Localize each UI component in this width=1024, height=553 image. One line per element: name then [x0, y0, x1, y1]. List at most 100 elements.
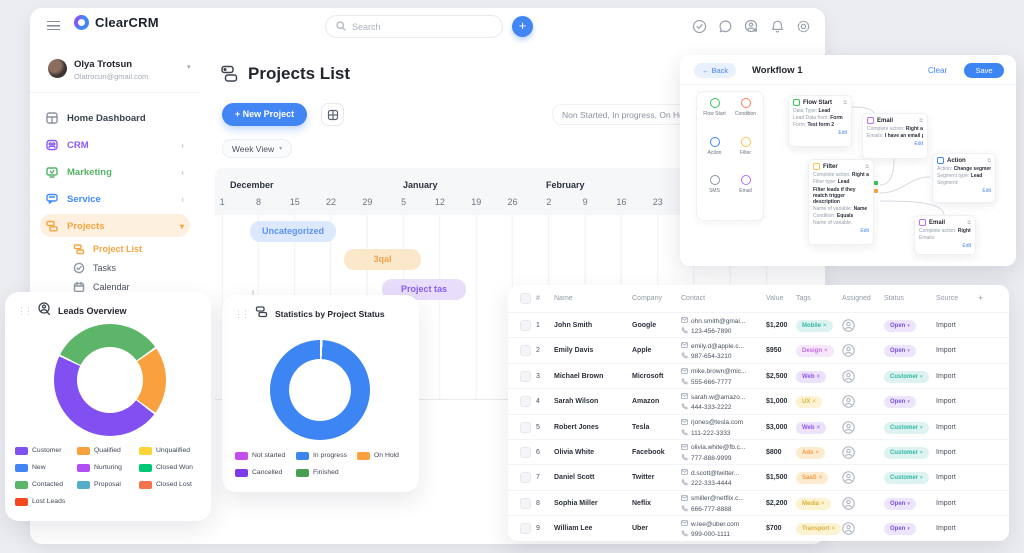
palette-item[interactable]: Filter	[730, 136, 761, 176]
email-cell[interactable]: olivia.white@fb.c...	[681, 443, 745, 452]
assigned-avatar-icon[interactable]	[842, 395, 855, 413]
row-checkbox[interactable]	[520, 523, 531, 535]
remove-tag-icon[interactable]: ×	[812, 399, 816, 406]
row-checkbox[interactable]	[520, 472, 531, 484]
contact-name[interactable]: Sarah Wilson	[554, 398, 599, 406]
table-row[interactable]: 4 Sarah Wilson Amazon sarah.w@amazo... 4…	[508, 388, 1009, 413]
contact-name[interactable]: Olivia White	[554, 448, 595, 456]
status-pill[interactable]: Customer ▾	[884, 421, 929, 434]
row-checkbox[interactable]	[520, 497, 531, 509]
remove-tag-icon[interactable]: ×	[816, 424, 821, 431]
column-header[interactable]: Source	[936, 295, 959, 302]
check-circle-icon[interactable]	[692, 19, 707, 34]
legend-item[interactable]: Customer	[15, 442, 77, 459]
remove-tag-icon[interactable]: ×	[831, 526, 836, 533]
edit-link[interactable]: Edit	[962, 243, 971, 249]
copy-icon[interactable]: ⧉	[843, 99, 847, 106]
phone-cell[interactable]: 987-654-3210	[681, 352, 731, 361]
settings-icon[interactable]	[796, 19, 811, 34]
table-row[interactable]: 9 William Lee Uber w.lee@uber.com 999-00…	[508, 515, 1009, 540]
tag-pill[interactable]: UX ×	[796, 396, 822, 409]
email-cell[interactable]: ohn.smith@gmai...	[681, 317, 745, 325]
drag-handle-icon[interactable]: ⋮⋮	[17, 305, 33, 316]
column-header[interactable]: Company	[632, 295, 662, 302]
gantt-bar[interactable]: 3qal	[344, 249, 421, 270]
assigned-avatar-icon[interactable]	[842, 420, 855, 439]
email-cell[interactable]: emily.d@apple.c...	[681, 342, 744, 350]
remove-tag-icon[interactable]: ×	[815, 449, 819, 456]
phone-cell[interactable]: 777-888-9999	[681, 454, 731, 463]
table-row[interactable]: 6 Olivia White Facebook olivia.white@fb.…	[508, 438, 1009, 464]
clear-button[interactable]: Clear	[928, 66, 948, 75]
legend-item[interactable]: New	[15, 459, 77, 476]
hamburger-menu-icon[interactable]	[47, 21, 60, 30]
sidebar-item-crm[interactable]: CRM ‹	[46, 135, 192, 155]
edit-link[interactable]: Edit	[982, 188, 991, 194]
assigned-avatar-icon[interactable]	[842, 319, 855, 337]
contact-name[interactable]: Michael Brown	[554, 372, 604, 380]
save-button[interactable]: Save	[964, 63, 1004, 78]
assigned-avatar-icon[interactable]	[842, 344, 855, 362]
assigned-avatar-icon[interactable]	[842, 497, 855, 515]
column-header[interactable]: Contact	[681, 295, 706, 302]
table-row[interactable]: 2 Emily Davis Apple emily.d@apple.c... 9…	[508, 337, 1009, 362]
sidebar-subitem-tasks[interactable]: Tasks	[73, 260, 193, 276]
table-row[interactable]: 3 Michael Brown Microsoft mike.brown@mic…	[508, 362, 1009, 388]
column-header[interactable]: Status	[884, 295, 904, 302]
assigned-avatar-icon[interactable]	[842, 370, 855, 388]
status-pill[interactable]: Customer ▾	[884, 370, 929, 383]
legend-item[interactable]: Unqualified	[139, 442, 201, 459]
legend-item[interactable]: Lost Leads	[15, 493, 77, 510]
contact-name[interactable]: Sophia Miller	[554, 499, 598, 507]
legend-item[interactable]: Not started	[235, 447, 296, 464]
row-checkbox[interactable]	[520, 370, 531, 382]
legend-item[interactable]: Closed Lost	[139, 476, 201, 493]
tag-pill[interactable]: Media ×	[796, 497, 831, 510]
phone-cell[interactable]: 666-777-8888	[681, 505, 731, 514]
status-pill[interactable]: Open ▾	[884, 345, 916, 358]
status-pill[interactable]: Open ▾	[884, 523, 916, 536]
phone-cell[interactable]: 222-333-4444	[681, 479, 731, 488]
legend-item[interactable]: Contacted	[15, 476, 77, 493]
column-header[interactable]: Tags	[796, 295, 811, 302]
contact-name[interactable]: Robert Jones	[554, 423, 599, 431]
copy-icon[interactable]: ⧉	[987, 157, 991, 164]
sidebar-item-marketing[interactable]: Marketing ‹	[46, 162, 192, 182]
search-bar[interactable]	[325, 15, 503, 38]
legend-item[interactable]: Proposal	[77, 476, 139, 493]
legend-item[interactable]: On Hold	[357, 447, 418, 464]
row-checkbox[interactable]	[520, 320, 531, 331]
contact-name[interactable]: John Smith	[554, 322, 593, 329]
week-view-dropdown[interactable]: Week View ▾	[222, 139, 292, 158]
remove-tag-icon[interactable]: ×	[816, 373, 821, 380]
legend-item[interactable]: Closed Won	[139, 459, 201, 476]
remove-tag-icon[interactable]: ×	[823, 323, 827, 329]
chat-icon[interactable]	[718, 19, 733, 34]
workflow-node-flow-start[interactable]: Flow Start ⧉ Data Type: Lead Lead Data fro…	[788, 95, 852, 147]
phone-cell[interactable]: 123-456-7890	[681, 327, 731, 336]
workflow-node-email[interactable]: Email ⧉ Complete action: Right awayEmails…	[862, 113, 928, 159]
add-column-button[interactable]: +	[978, 293, 984, 303]
sidebar-subitem-project-list[interactable]: Project List	[73, 241, 193, 257]
email-cell[interactable]: rjones@tesla.com	[681, 418, 743, 427]
contact-name[interactable]: Emily Davis	[554, 347, 594, 355]
bell-icon[interactable]	[770, 19, 785, 34]
remove-tag-icon[interactable]: ×	[821, 500, 825, 507]
phone-cell[interactable]: 111-222-3333	[681, 429, 731, 438]
tag-pill[interactable]: Design ×	[796, 345, 834, 358]
row-checkbox[interactable]	[520, 446, 531, 458]
assigned-avatar-icon[interactable]	[842, 522, 855, 540]
legend-item[interactable]: Nurturing	[77, 459, 139, 476]
column-header[interactable]: #	[536, 295, 540, 302]
workflow-canvas[interactable]: Flow Start Condition Action Filter SMS E…	[680, 85, 1016, 266]
column-header[interactable]: Assigned	[842, 295, 871, 302]
quick-add-button[interactable]: +	[512, 16, 533, 37]
email-cell[interactable]: d.scott@twitter...	[681, 469, 739, 477]
status-pill[interactable]: Open ▾	[884, 396, 916, 409]
tag-pill[interactable]: Transport ×	[796, 523, 842, 536]
phone-cell[interactable]: 444-333-2222	[681, 403, 731, 412]
palette-item[interactable]: Condition	[730, 98, 761, 137]
tag-pill[interactable]: Web ×	[796, 421, 827, 434]
table-row[interactable]: 7 Daniel Scott Twitter d.scott@twitter..…	[508, 464, 1009, 489]
workflow-node-action[interactable]: Action ⧉ Action: Change segmentsSegment t…	[932, 153, 996, 203]
